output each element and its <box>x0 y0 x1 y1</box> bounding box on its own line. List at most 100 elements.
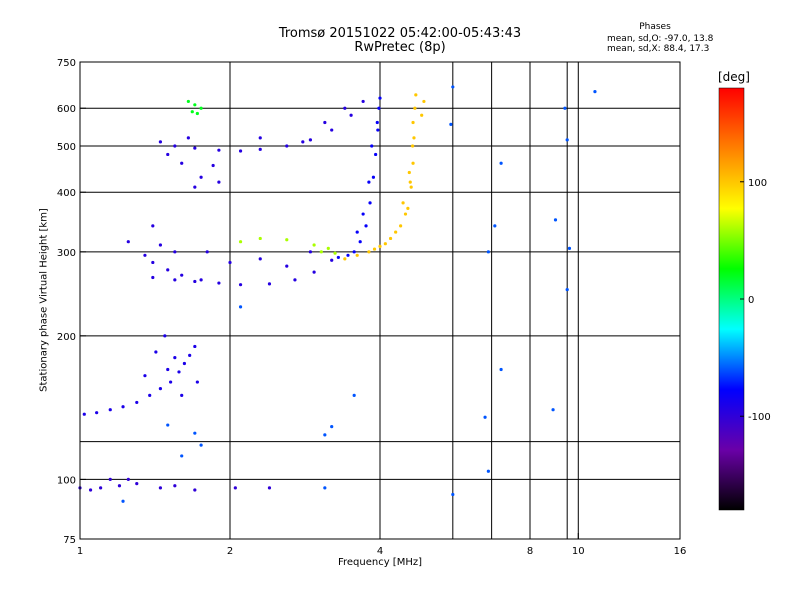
echo-point <box>148 393 152 398</box>
echo-point <box>166 152 170 157</box>
echo-point <box>238 240 243 244</box>
echo-point <box>193 185 197 189</box>
echo-point <box>333 251 337 255</box>
echo-point <box>158 486 163 490</box>
echo-point <box>151 260 155 265</box>
echo-point <box>483 415 487 419</box>
echo-point <box>370 144 374 148</box>
colorbar-tick-label: 100 <box>748 178 767 189</box>
echo-point <box>186 136 190 140</box>
echo-point <box>82 412 86 416</box>
echo-point <box>158 140 163 144</box>
echo-point <box>330 425 334 429</box>
echo-point <box>154 350 158 354</box>
echo-point <box>108 477 112 482</box>
echo-point <box>312 270 316 274</box>
echo-point <box>258 257 262 261</box>
echo-point <box>135 481 139 486</box>
echo-point <box>166 367 170 372</box>
x-axis-label: Frequency [MHz] <box>337 557 423 568</box>
echo-point <box>258 236 262 241</box>
echo-point <box>126 240 130 244</box>
echo-point <box>378 244 382 248</box>
echo-point <box>383 242 387 246</box>
echo-point <box>326 246 330 250</box>
echo-point <box>409 185 413 189</box>
y-tick-label: 100 <box>57 475 76 486</box>
echo-point <box>361 212 365 216</box>
echo-point <box>169 380 173 384</box>
echo-point <box>449 122 453 126</box>
echo-point <box>258 147 262 151</box>
echo-point <box>285 238 289 242</box>
echo-point <box>330 258 334 262</box>
chart-title: Tromsø 20151022 05:42:00-05:43:43 <box>278 26 522 41</box>
echo-point <box>195 111 199 116</box>
echo-point <box>143 374 147 378</box>
echo-point <box>217 180 221 184</box>
echo-point <box>267 486 272 490</box>
echo-point <box>412 136 416 140</box>
echo-point <box>166 423 170 427</box>
echo-point <box>403 212 408 216</box>
colorbar-ticks: 100 0 -100 <box>740 178 771 423</box>
echo-point <box>375 120 379 125</box>
echo-point <box>394 230 398 234</box>
echo-point <box>551 408 555 412</box>
echo-point <box>151 224 155 228</box>
echo-point <box>258 136 262 140</box>
echo-point <box>163 334 167 338</box>
echo-point <box>408 180 412 184</box>
echo-point <box>486 469 490 473</box>
echo-point <box>193 488 197 492</box>
echo-point <box>371 175 376 179</box>
echo-point <box>451 492 455 497</box>
echo-point <box>267 282 272 286</box>
echo-point <box>293 278 297 282</box>
echo-point <box>388 236 393 241</box>
echo-point <box>406 206 410 210</box>
echo-point <box>217 281 221 285</box>
echo-point <box>343 257 347 261</box>
echo-point <box>121 499 125 503</box>
axis-ticks: 1 2 4 8 10 16 75 100 200 300 400 500 600 750 <box>57 58 686 557</box>
echo-point <box>407 170 411 175</box>
echo-point <box>199 278 203 282</box>
echo-point <box>173 484 177 488</box>
echo-point <box>323 120 327 125</box>
echo-point <box>358 240 362 244</box>
echo-point <box>563 106 567 110</box>
phase-mean-x: mean, sd,X: 88.4, 17.3 <box>607 44 710 54</box>
echo-point <box>180 161 184 165</box>
echo-point <box>486 250 490 254</box>
echo-point <box>377 106 381 110</box>
echo-point <box>193 344 197 349</box>
echo-point <box>228 260 232 265</box>
y-tick-label: 600 <box>57 104 76 115</box>
phase-box-title: Phases <box>639 22 671 32</box>
echo-point <box>238 305 243 309</box>
grid <box>80 62 680 539</box>
echo-point <box>238 283 243 287</box>
echo-point <box>180 454 184 458</box>
echo-point <box>186 99 190 104</box>
echo-point <box>177 370 181 374</box>
phase-mean-o: mean, sd,O: -97.0, 13.8 <box>607 34 714 44</box>
x-tick-label: 8 <box>527 546 533 557</box>
echo-point <box>361 99 365 104</box>
echo-point <box>319 250 323 254</box>
y-tick-label: 300 <box>57 248 76 259</box>
echo-point <box>414 93 418 97</box>
echo-point <box>182 361 186 366</box>
echo-point <box>368 201 372 205</box>
echo-point <box>199 443 203 447</box>
echo-point <box>499 367 503 372</box>
echo-point <box>199 175 203 179</box>
echo-point <box>95 411 99 415</box>
echo-point <box>308 138 313 142</box>
echo-point <box>593 90 597 94</box>
echo-point <box>238 149 243 153</box>
echo-point <box>367 250 371 254</box>
echo-point <box>285 264 289 268</box>
y-tick-label: 750 <box>57 58 76 69</box>
